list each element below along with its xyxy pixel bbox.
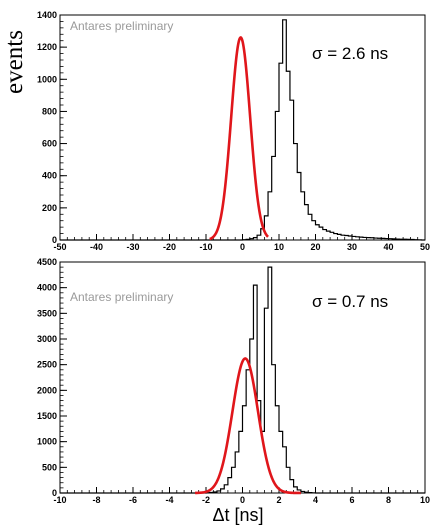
y-tick-label: 0 [52,488,57,498]
y-tick-label: 500 [42,462,57,472]
x-tick-label: -8 [92,495,100,505]
x-tick-label: -2 [202,495,210,505]
x-tick-label: -50 [53,242,66,252]
sigma-annotation-top: σ = 2.6 ns [312,44,388,63]
x-tick-label: -6 [129,495,137,505]
y-tick-label: 2000 [37,385,57,395]
x-tick-label: 30 [347,242,357,252]
y-tick-label: 1500 [37,411,57,421]
y-tick-label: 3000 [37,334,57,344]
x-axis-label: Δt [ns] [212,505,263,525]
y-tick-label: 3500 [37,308,57,318]
x-tick-label: 50 [420,242,430,252]
x-tick-label: -10 [53,495,66,505]
x-tick-label: 2 [276,495,281,505]
x-tick-label: 20 [310,242,320,252]
x-tick-label: 8 [386,495,391,505]
y-tick-label: 200 [42,203,57,213]
x-tick-label: 10 [274,242,284,252]
y-tick-label: 1000 [37,437,57,447]
x-tick-label: -10 [199,242,212,252]
x-tick-label: -20 [163,242,176,252]
plot-frame-bottom [59,261,426,494]
y-tick-label: 0 [52,235,57,245]
y-tick-label: 1200 [37,42,57,52]
x-tick-label: -40 [90,242,103,252]
y-axis-label: events [1,30,28,94]
x-tick-label: 4 [313,495,318,505]
y-tick-label: 1400 [37,10,57,20]
y-tick-label: 4500 [37,257,57,267]
watermark-top: Antares preliminary [70,19,173,33]
histogram-top [60,19,425,241]
plot-frame-top [59,14,426,241]
y-tick-label: 600 [42,139,57,149]
sigma-annotation-bottom: σ = 0.7 ns [312,292,388,311]
x-tick-label: -30 [126,242,139,252]
histogram-bottom [60,266,425,494]
axis-ticks-top: -50 -40 -30 -20 -10 0 10 20 30 40 50 0 200 400 600 800 1… [37,10,430,252]
y-tick-label: 4000 [37,283,57,293]
x-tick-label: -4 [165,495,173,505]
watermark-bottom: Antares preliminary [70,290,173,304]
chart-panel-bottom: -10 -8 -6 -4 -2 0 2 4 6 8 10 0 500 1000 1500 2000 2500 30… [37,257,430,505]
x-tick-label: 10 [420,495,430,505]
y-tick-label: 1000 [37,74,57,84]
chart-panel-top: -50 -40 -30 -20 -10 0 10 20 30 40 50 0 200 400 600 800 1… [37,10,430,252]
x-tick-label: 6 [349,495,354,505]
gaussian-fit-top [209,36,269,241]
y-tick-label: 800 [42,106,57,116]
y-tick-label: 2500 [37,360,57,370]
x-tick-label: 0 [240,495,245,505]
x-tick-label: 0 [240,242,245,252]
y-tick-label: 400 [42,171,57,181]
x-tick-label: 40 [383,242,393,252]
gaussian-fit-bottom [195,357,301,495]
